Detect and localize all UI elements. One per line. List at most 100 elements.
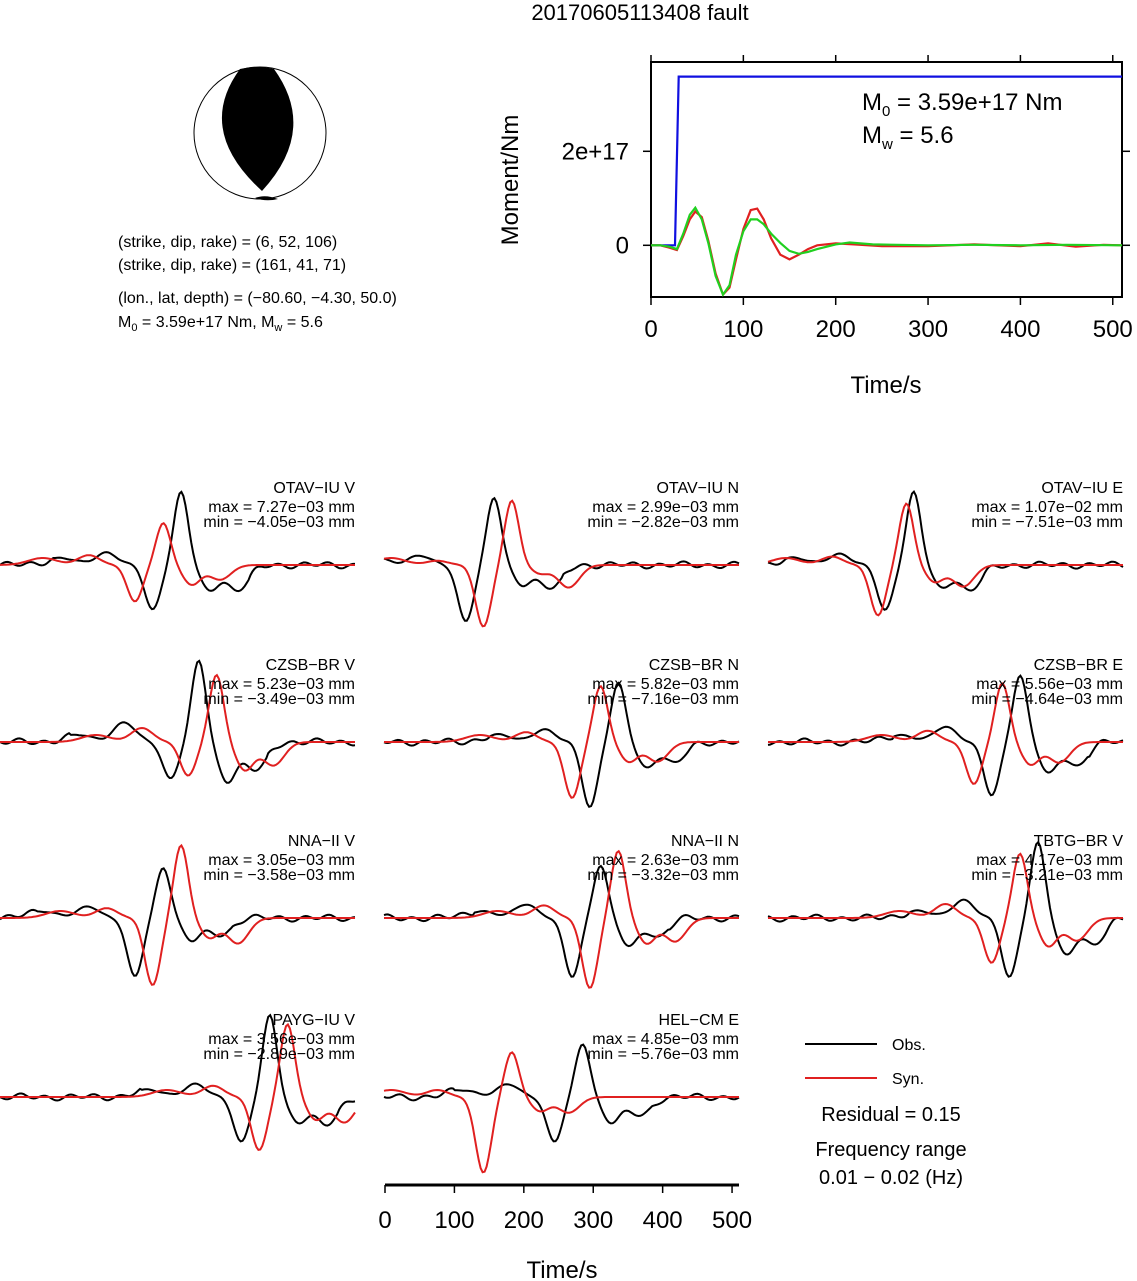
station-max-value: max = 2.63e−03 mm — [592, 852, 739, 869]
station-min-value: min = −3.32e−03 mm — [587, 867, 739, 884]
frequency-range-value: 0.01 − 0.02 (Hz) — [819, 1167, 963, 1189]
moment-series-3 — [651, 205, 1123, 297]
time-axis-tick-label: 500 — [712, 1207, 752, 1234]
synthetic-waveform — [383, 1051, 739, 1174]
time-axis-label: Time/s — [526, 1257, 597, 1281]
station-label: TBTG−BR V — [1034, 833, 1124, 850]
station-max-value: max = 7.27e−03 mm — [208, 499, 355, 516]
station-min-value: min = −7.51e−03 mm — [971, 514, 1123, 531]
synthetic-waveform — [384, 849, 739, 989]
moment-series-2 — [651, 207, 1123, 297]
observed-waveform — [0, 867, 356, 977]
station-label: OTAV−IU V — [273, 480, 355, 497]
beachball — [193, 66, 327, 201]
station-max-value: max = 1.07e−02 mm — [976, 499, 1123, 516]
station-label: NNA−II N — [671, 833, 739, 850]
synthetic-waveform — [768, 682, 1123, 785]
observed-waveform — [383, 681, 740, 809]
time-axis-tick-label: 0 — [378, 1207, 391, 1234]
synthetic-waveform — [768, 852, 1123, 964]
station-max-value: max = 5.23e−03 mm — [208, 676, 355, 693]
station-max-value: max = 5.56e−03 mm — [976, 676, 1123, 693]
moment-y-axis: 0 2e+17 — [562, 138, 1130, 259]
beachball-compressional-lobe — [221, 67, 294, 191]
synthetic-waveform — [0, 843, 355, 986]
time-axis-tick-label: 100 — [434, 1207, 474, 1234]
mechanism-line-2: (strike, dip, rake) = (161, 41, 71) — [118, 257, 346, 274]
station-min-value: min = −5.76e−03 mm — [587, 1046, 739, 1063]
legend-syn-label: Syn. — [892, 1071, 924, 1088]
observed-waveform — [767, 840, 1124, 978]
observed-waveform — [0, 1013, 356, 1143]
observed-waveform — [383, 496, 740, 622]
station-min-value: min = −2.82e−03 mm — [587, 514, 739, 531]
moment-series-group — [651, 75, 1123, 297]
station-min-value: min = −2.89e−03 mm — [203, 1046, 355, 1063]
synthetic-waveform — [767, 502, 1123, 617]
station-min-value: min = −3.49e−03 mm — [203, 691, 355, 708]
beachball-lower-lobe — [255, 196, 278, 201]
moment-x-axis: 0 100 200 300 400 500 — [644, 55, 1133, 343]
frequency-range-label: Frequency range — [815, 1139, 966, 1161]
station-min-value: min = −4.05e−03 mm — [203, 514, 355, 531]
station-max-value: max = 4.17e−03 mm — [976, 852, 1123, 869]
station-max-value: max = 2.99e−03 mm — [592, 499, 739, 516]
time-axis-tick-label: 400 — [643, 1207, 683, 1234]
station-min-value: min = −7.16e−03 mm — [587, 691, 739, 708]
synthetic-waveform — [0, 673, 355, 777]
synthetic-waveform — [384, 684, 739, 799]
station-min-value: min = −3.21e−03 mm — [971, 867, 1123, 884]
waveform-time-axis: 0 100 200 300 400 500 Time/s — [378, 1183, 752, 1281]
moment-x-tick-label: 500 — [1093, 316, 1133, 343]
moment-y-axis-label: Moment/Nm — [497, 115, 524, 246]
moment-rate-panel: 0 100 200 300 400 500 0 2e+17 Time/s Moment/Nm… — [497, 55, 1133, 399]
observed-waveform — [767, 490, 1124, 611]
time-axis-tick-label: 200 — [504, 1207, 544, 1234]
station-max-value: max = 3.56e−03 mm — [208, 1031, 355, 1048]
moment-plot-frame — [650, 61, 1123, 298]
moment-y-tick-label: 2e+17 — [562, 138, 629, 165]
moment-x-tick-label: 100 — [723, 316, 763, 343]
moment-x-tick-label: 300 — [908, 316, 948, 343]
synthetic-waveform — [0, 521, 355, 603]
moment-m0-annotation: M0 = 3.59e+17 Nm — [862, 89, 1062, 120]
station-label: OTAV−IU N — [656, 480, 739, 497]
moment-x-axis-label: Time/s — [850, 372, 921, 399]
moment-x-tick-label: 0 — [644, 316, 657, 343]
station-label: HEL−CM E — [659, 1012, 739, 1029]
station-label: CZSB−BR V — [266, 657, 356, 674]
synthetic-waveform — [0, 1022, 356, 1152]
moment-x-tick-label: 200 — [816, 316, 856, 343]
moment-series-1 — [651, 75, 1122, 247]
synthetic-waveform — [383, 499, 739, 628]
observed-waveform — [0, 490, 355, 611]
station-max-value: max = 3.05e−03 mm — [208, 852, 355, 869]
figure-title: 20170605113408 fault — [531, 0, 748, 25]
mechanism-line-3: (lon., lat, depth) = (−80.60, −4.30, 50.… — [118, 290, 397, 307]
station-max-value: max = 5.82e−03 mm — [592, 676, 739, 693]
station-label: CZSB−BR N — [649, 657, 739, 674]
legend: Obs. Syn. Residual = 0.15 Frequency rang… — [805, 1037, 967, 1189]
station-label: OTAV−IU E — [1041, 480, 1123, 497]
observed-waveform — [383, 864, 740, 978]
station-min-value: min = −4.64e−03 mm — [971, 691, 1123, 708]
station-label: PAYG−IU V — [272, 1012, 355, 1029]
legend-obs-label: Obs. — [892, 1037, 926, 1054]
mechanism-line-4: M0 = 3.59e+17 Nm, Mw = 5.6 — [118, 314, 323, 334]
moment-x-tick-label: 400 — [1000, 316, 1040, 343]
station-min-value: min = −3.58e−03 mm — [203, 867, 355, 884]
moment-mw-annotation: Mw = 5.6 — [862, 122, 954, 153]
